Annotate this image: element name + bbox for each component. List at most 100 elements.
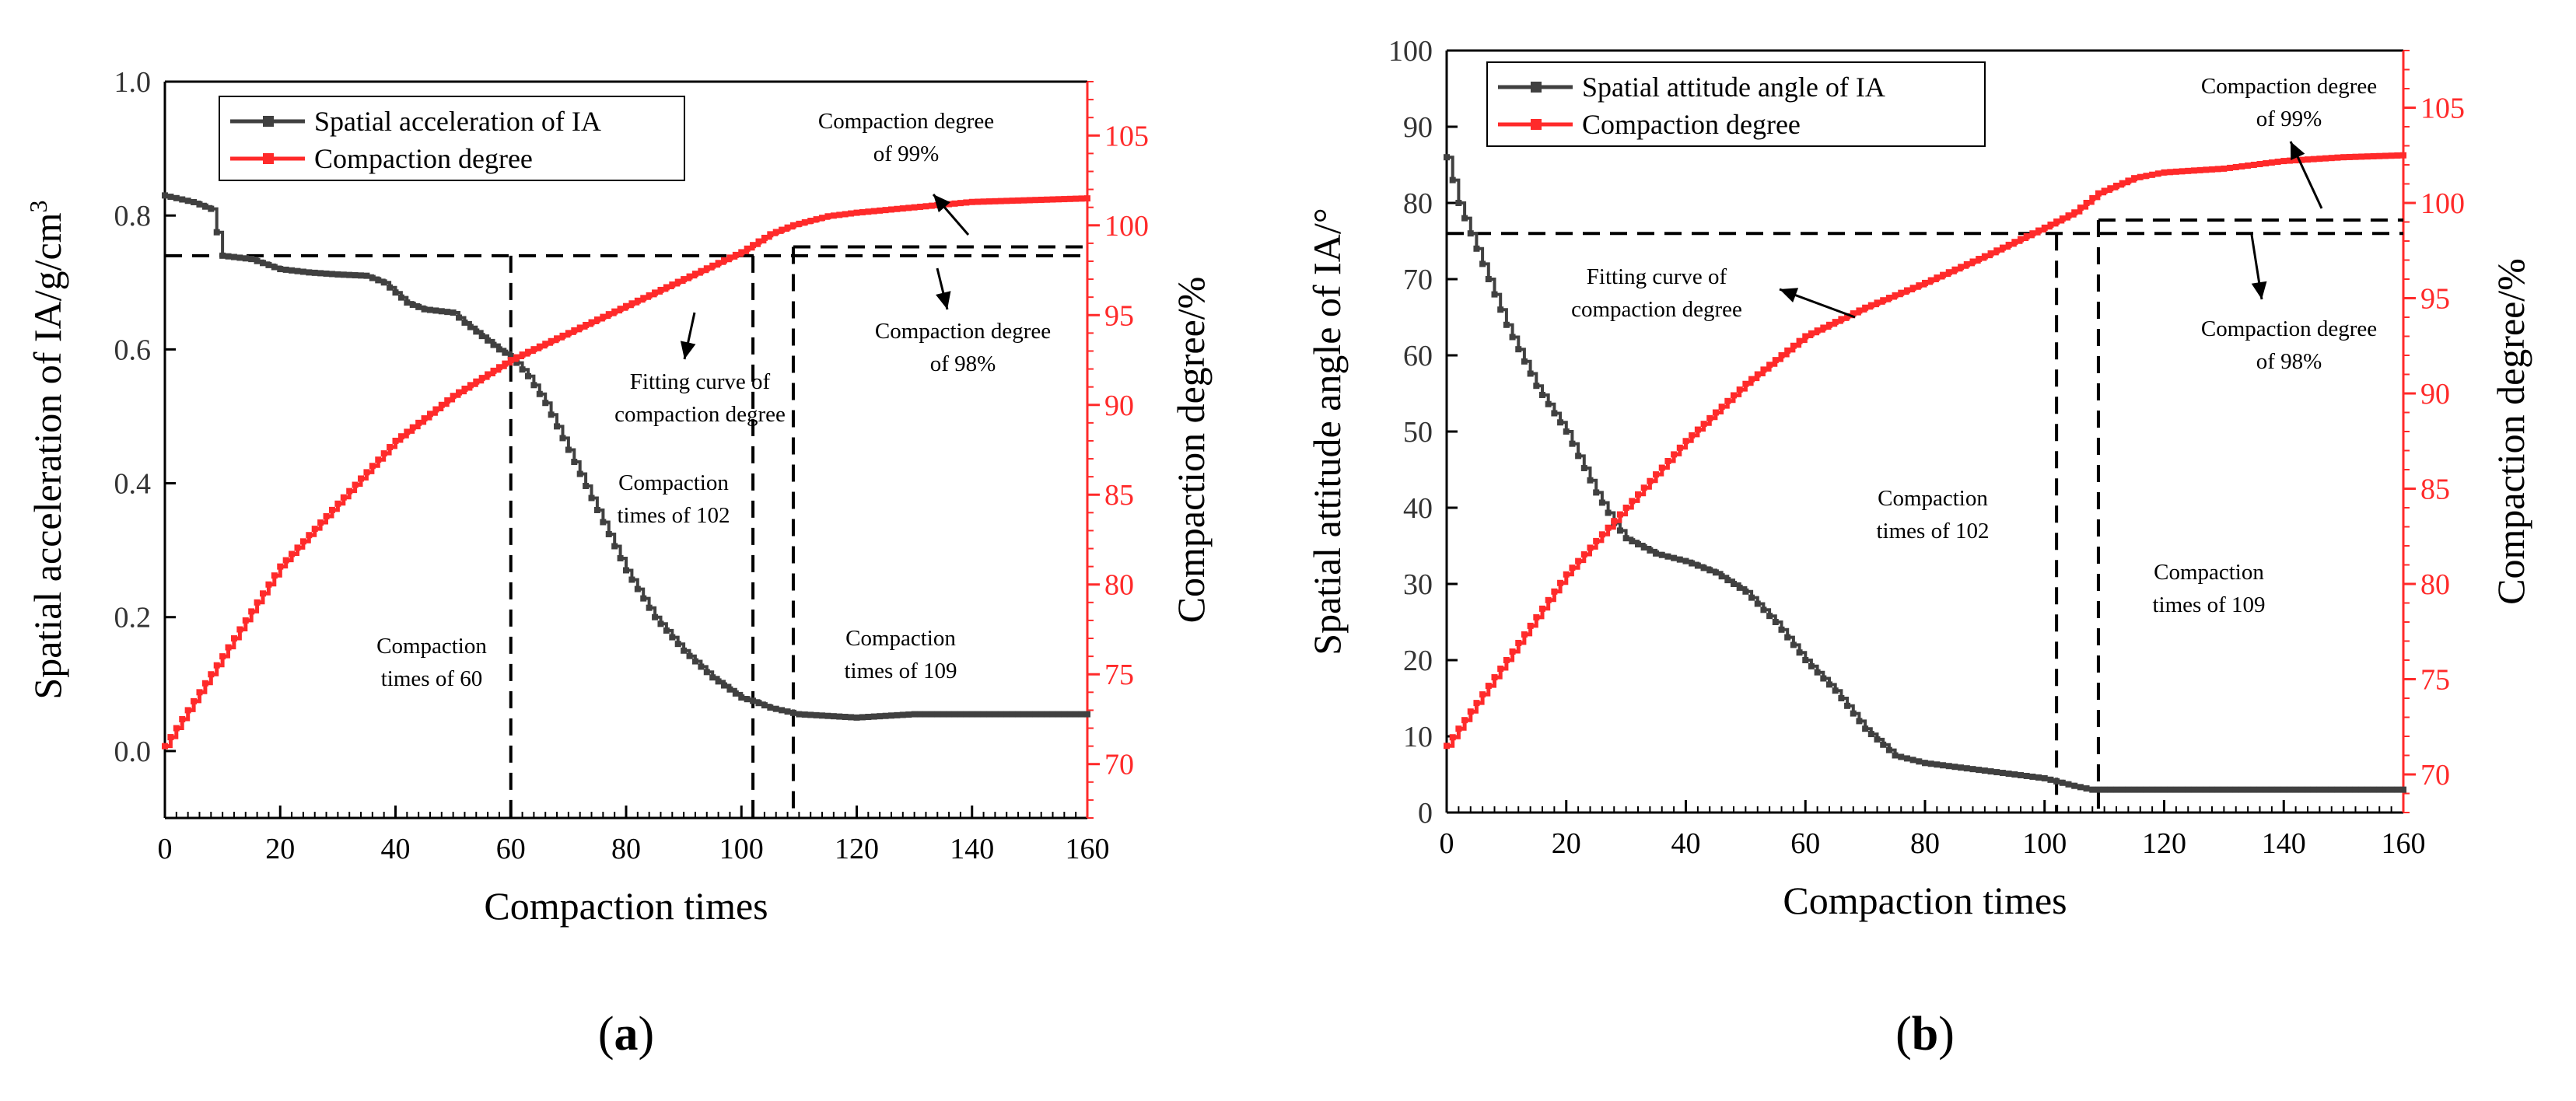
data-point [1689,432,1696,439]
y-left-tick-label: 30 [1403,568,1433,601]
data-point [404,428,411,435]
data-point [1766,613,1773,620]
data-point [1676,556,1683,563]
data-point [392,289,399,296]
data-point [824,213,831,220]
legend: Spatial acceleration of IA Compaction deg… [219,96,685,181]
data-point [2256,786,2263,793]
data-point [1993,769,2000,776]
data-point [2238,786,2245,793]
data-point [1653,471,1660,478]
data-point [2119,180,2126,187]
data-point [2310,156,2317,163]
y-right-tick-label: 80 [1104,569,1134,602]
data-point [1682,438,1689,445]
data-point [1629,538,1636,545]
data-point [1527,622,1534,629]
data-point [2232,786,2239,793]
data-point [686,652,693,659]
data-point [2029,773,2036,780]
data-point [1032,197,1039,204]
data-point [1479,260,1486,267]
y-right-tick-label: 85 [1104,479,1134,512]
data-point [299,538,306,545]
data-point [2245,162,2252,169]
data-point [1880,741,1887,748]
data-point [980,198,987,205]
data-point [548,337,555,344]
y-left-axis-title: Spatial acceleration of IA/g/cm3 [24,200,69,699]
data-point [957,200,964,207]
data-point [334,500,341,507]
data-point [1467,230,1474,237]
data-point [2185,786,2192,793]
data-point [1963,765,1970,772]
data-point [2263,786,2270,793]
data-point [2298,156,2305,163]
data-point [1539,391,1545,398]
annotation-text: times of 60 [381,666,483,691]
data-point [282,557,289,564]
data-point [409,424,416,431]
series-compaction [162,195,1090,750]
data-point [703,265,710,272]
y-left-tick-label: 1.0 [114,66,152,99]
y-right-tick-label: 90 [2420,378,2450,411]
y-right-tick-label: 80 [2420,568,2450,601]
data-point [201,680,208,687]
data-point [1832,319,1839,326]
data-point [917,711,924,718]
data-point [191,697,198,704]
data-point [2041,774,2048,781]
data-point [1862,725,1869,732]
y-left-tick-label: 0 [1418,797,1433,830]
data-point [1885,746,1892,753]
data-point [985,198,992,205]
data-point [779,707,786,714]
data-point [628,576,635,583]
data-point [1616,511,1623,518]
data-point [2077,784,2084,791]
data-point [1909,285,1916,292]
annotation-text: Compaction degree [2201,316,2377,341]
data-point [928,711,935,718]
data-point [1682,557,1689,564]
data-point [2256,161,2263,168]
data-point [588,495,595,502]
data-point [1700,564,1707,571]
data-point [173,194,180,201]
data-point [2214,166,2221,173]
data-point [530,346,537,353]
data-point [1485,683,1492,690]
data-point [2203,166,2210,173]
y-right-tick-label: 90 [1104,390,1134,422]
data-point [478,375,485,382]
data-point [576,470,583,477]
data-point [669,281,676,288]
data-point [1015,711,1022,718]
data-point [1515,639,1522,646]
data-point [2250,162,2257,168]
x-tick-label: 60 [496,833,526,865]
data-point [2011,239,2018,246]
data-point [1515,346,1522,353]
data-point [1802,333,1809,340]
y-left-tick-label: 80 [1403,187,1433,220]
data-point [2161,786,2168,793]
data-point [294,267,301,274]
legend: Spatial attitude angle of IA Compaction d… [1486,61,1986,147]
data-point [1593,489,1600,496]
data-point [2346,786,2353,793]
data-point [1455,725,1462,732]
chart-panel-b: 0 20 40 60 80 100 120 140 160 0 10 20 30 40 50 60 70 80 90… [1305,35,2532,1061]
data-point [2292,157,2299,164]
y-left-tick-label: 0.0 [114,736,152,768]
data-point [1485,276,1492,282]
data-point [1671,554,1678,561]
data-point [807,711,814,718]
x-tick-label: 20 [1552,827,1581,860]
data-point [1945,269,1952,276]
data-point [801,711,808,718]
data-point [940,711,947,718]
